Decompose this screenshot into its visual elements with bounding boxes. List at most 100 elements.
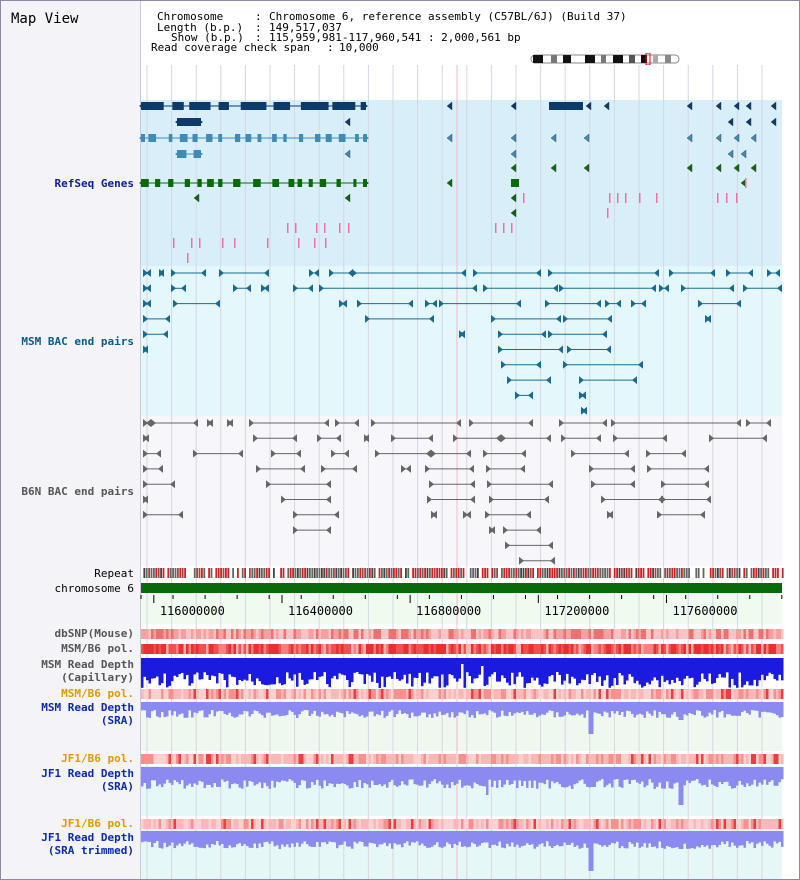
heat-cell (656, 629, 659, 639)
heat-cell (248, 629, 251, 639)
depth-bar (613, 767, 616, 780)
heat-cell (146, 689, 149, 699)
repeat-block (162, 568, 165, 578)
gene-exon (234, 134, 241, 142)
heat-cell (666, 754, 669, 764)
heat-cell (226, 644, 229, 654)
heat-cell (611, 629, 614, 639)
msm-bac-background (141, 266, 782, 416)
depth-bar (703, 767, 706, 785)
repeat-block (390, 568, 393, 578)
depth-bar (436, 831, 439, 843)
depth-bar (763, 702, 766, 712)
depth-bar (368, 831, 371, 843)
depth-bar (636, 831, 639, 843)
heat-cell (173, 644, 176, 654)
heat-cell (406, 644, 409, 654)
depth-bar (213, 702, 216, 717)
depth-bar (266, 767, 269, 787)
repeat-block (654, 568, 657, 578)
heat-cell (761, 689, 764, 699)
heat-cell (263, 644, 266, 654)
depth-bar (163, 658, 166, 674)
heat-cell (208, 629, 211, 639)
depth-bar (588, 658, 591, 685)
heat-cell (463, 819, 466, 829)
heat-cell (563, 629, 566, 639)
depth-bar (758, 831, 761, 843)
heat-cell (688, 819, 691, 829)
depth-bar (731, 702, 734, 716)
msm-bac-end (563, 360, 568, 369)
heat-cell (253, 629, 256, 639)
heat-cell (588, 629, 591, 639)
heat-cell (418, 689, 421, 699)
heat-cell (566, 689, 569, 699)
depth-bar (306, 702, 309, 711)
depth-bar (413, 767, 416, 785)
heat-cell (333, 644, 336, 654)
heat-cell (266, 689, 269, 699)
heat-cell (238, 754, 241, 764)
heat-cell (581, 644, 584, 654)
depth-bar (508, 831, 511, 847)
depth-bar (651, 831, 654, 847)
heat-cell (553, 819, 556, 829)
heat-cell (571, 629, 574, 639)
repeat-block (462, 568, 465, 578)
heat-cell (201, 689, 204, 699)
depth-bar (468, 702, 471, 718)
heat-cell (216, 629, 219, 639)
heat-cell (576, 644, 579, 654)
depth-bar (218, 831, 221, 846)
msm-bac-end (706, 314, 711, 323)
depth-bar (558, 702, 561, 717)
depth-bar (238, 658, 241, 680)
heat-cell (176, 689, 179, 699)
heat-cell (531, 629, 534, 639)
gene-exon (332, 102, 356, 110)
heat-cell (201, 819, 204, 829)
span-value: 10,000 (339, 41, 379, 54)
heat-cell (736, 819, 739, 829)
b6n-bac-end (489, 495, 494, 504)
b6n-bac-end (300, 464, 305, 473)
depth-bar (448, 658, 451, 675)
heat-cell (253, 689, 256, 699)
msm-bac-end (246, 284, 251, 293)
heat-cell (338, 629, 341, 639)
heat-cell (646, 689, 649, 699)
heat-cell (618, 819, 621, 829)
heat-cell (528, 754, 531, 764)
heat-cell (158, 644, 161, 654)
heat-cell (613, 689, 616, 699)
gene-arrow (175, 150, 181, 158)
heat-cell (768, 754, 771, 764)
depth-bar (526, 831, 529, 844)
depth-bar (251, 702, 254, 715)
heat-cell (538, 819, 541, 829)
heat-cell (373, 644, 376, 654)
heat-cell (306, 819, 309, 829)
depth-bar (191, 767, 194, 787)
heat-cell (768, 644, 771, 654)
depth-bar (731, 831, 734, 843)
heat-cell (413, 819, 416, 829)
chromosome-ideogram[interactable] (529, 53, 681, 65)
heat-cell (563, 819, 566, 829)
depth-bar (206, 767, 209, 785)
b6n-bac-end (470, 480, 475, 489)
heat-cell (571, 644, 574, 654)
heat-cell (393, 644, 396, 654)
gene-marker (550, 163, 557, 173)
heat-cell (413, 689, 416, 699)
depth-bar (683, 767, 686, 786)
heat-cell (531, 644, 534, 654)
heat-cell (241, 644, 244, 654)
depth-bar (466, 767, 469, 786)
depth-bar (573, 831, 576, 847)
depth-bar (558, 767, 561, 785)
heat-cell (678, 644, 681, 654)
heat-cell (708, 644, 711, 654)
